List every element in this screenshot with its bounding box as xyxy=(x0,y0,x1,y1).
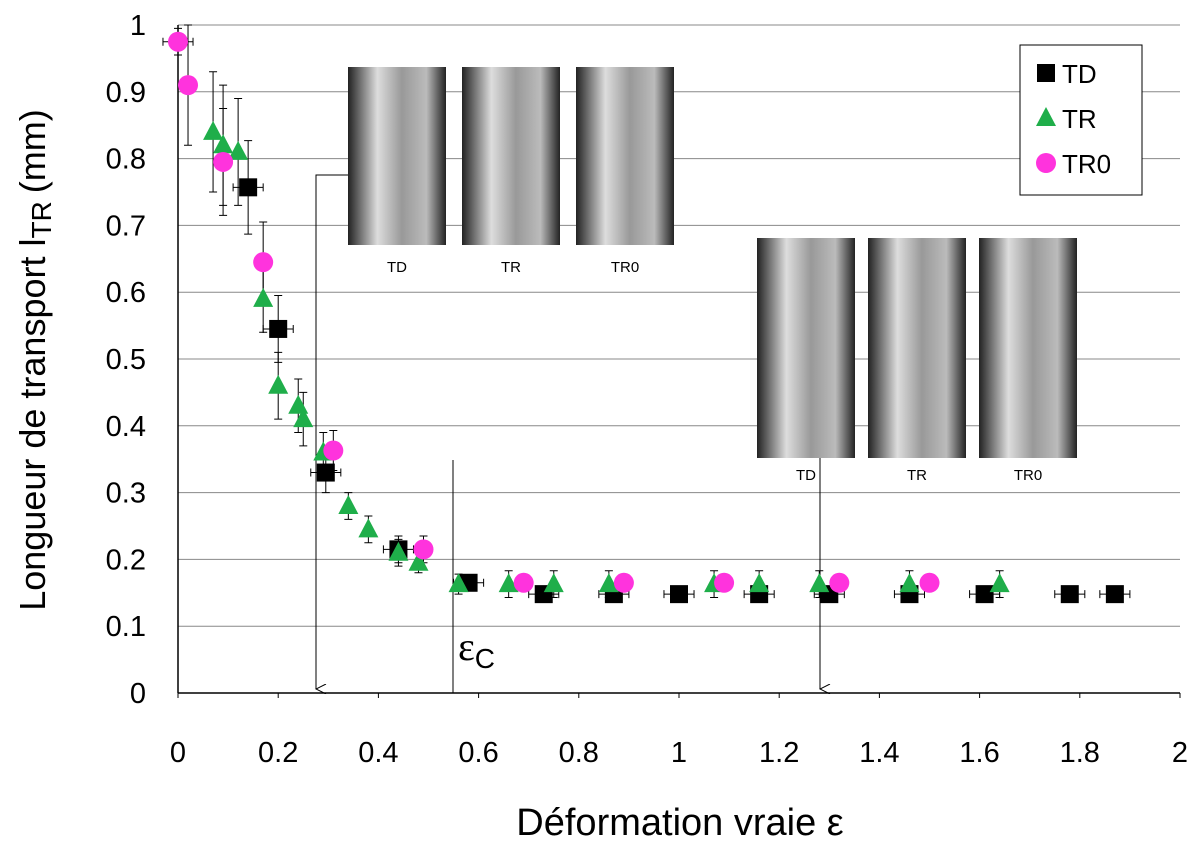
point xyxy=(598,573,619,593)
marks xyxy=(162,24,1131,604)
x-tick-label: 1.8 xyxy=(1060,737,1100,769)
point xyxy=(899,573,920,593)
y-tick-label: 0 xyxy=(130,678,146,710)
point xyxy=(268,374,289,394)
photo-label: TR xyxy=(907,467,927,484)
x-tick-label: 0.8 xyxy=(559,737,599,769)
point xyxy=(448,573,469,593)
x-tick-label: 0.6 xyxy=(458,737,498,769)
y-tick-label: 0.5 xyxy=(106,344,146,376)
grid: 0 0.1 0.2 0.3 0.4 0.5 0.6 0.7 0.8 0.9 1 0 0.2 0.4 0.6 0… xyxy=(12,10,1188,844)
point xyxy=(498,573,519,593)
annotation: εC xyxy=(458,624,495,674)
y-tick-label: 0.9 xyxy=(106,77,146,109)
legend-marker xyxy=(1037,64,1055,82)
point xyxy=(809,573,830,593)
point xyxy=(213,151,234,172)
x-axis-label: Déformation vraie ε xyxy=(516,802,843,843)
point xyxy=(239,178,258,197)
point xyxy=(714,572,735,593)
point xyxy=(293,408,314,428)
point xyxy=(358,518,379,538)
point xyxy=(613,572,634,593)
legend-label: TR xyxy=(1062,104,1097,134)
photo-label: TR xyxy=(501,259,521,276)
photo xyxy=(576,67,674,245)
x-tick-label: 2 xyxy=(1172,737,1188,769)
point xyxy=(178,75,199,96)
point xyxy=(670,585,688,604)
point xyxy=(323,440,344,461)
point xyxy=(919,572,940,593)
x-tick-label: 1.4 xyxy=(859,737,899,769)
point xyxy=(989,573,1010,593)
point xyxy=(1060,585,1079,604)
point xyxy=(203,120,224,140)
y-tick-label: 1 xyxy=(130,10,146,42)
point xyxy=(975,585,994,604)
photo xyxy=(757,238,855,458)
point xyxy=(213,134,234,154)
y-axis-label-main: Longueur de transport l xyxy=(12,239,53,611)
point xyxy=(168,31,188,52)
y-tick-label: 0.3 xyxy=(106,478,146,510)
legend-marker xyxy=(1036,153,1056,173)
photo xyxy=(348,67,446,245)
y-tick-label: 0.8 xyxy=(106,144,146,176)
y-tick-label: 0.2 xyxy=(106,544,146,576)
point xyxy=(228,140,249,160)
point xyxy=(408,551,429,571)
legend-label: TR0 xyxy=(1062,149,1111,179)
legend: TD TR TR0 xyxy=(1019,44,1143,196)
point xyxy=(749,573,770,593)
photo-label: TR0 xyxy=(611,259,639,276)
annotation-main: ε xyxy=(458,624,475,669)
point xyxy=(1105,585,1124,604)
x-tick-label: 1 xyxy=(671,737,687,769)
annotation-sub: C xyxy=(475,643,495,674)
y-axis-label-sub: TR xyxy=(26,201,57,238)
legend-marker xyxy=(1036,107,1056,126)
point xyxy=(253,252,274,273)
point xyxy=(413,539,434,560)
y-tick-label: 0.7 xyxy=(106,210,146,242)
point xyxy=(253,287,274,307)
x-tick-label: 1.2 xyxy=(759,737,799,769)
photo xyxy=(868,238,966,458)
point xyxy=(269,319,288,338)
point xyxy=(513,572,534,593)
y-axis-label: Longueur de transport lTR (mm) xyxy=(12,109,57,611)
insets: TD TR TR0 TD TR TR0 xyxy=(348,67,1077,484)
x-tick-label: 1.6 xyxy=(959,737,999,769)
legend-label: TD xyxy=(1062,59,1097,89)
point xyxy=(388,541,409,561)
point xyxy=(338,494,359,514)
photo-label: TD xyxy=(387,259,407,276)
y-tick-label: 0.1 xyxy=(106,611,146,643)
arrow xyxy=(316,174,348,689)
x-tick-label: 0.4 xyxy=(358,737,398,769)
photo-label: TR0 xyxy=(1014,467,1042,484)
x-tick-label: 0.2 xyxy=(258,737,298,769)
x-tick-label: 0 xyxy=(170,737,186,769)
point xyxy=(829,572,850,593)
y-tick-label: 0.4 xyxy=(106,411,146,443)
point xyxy=(543,573,564,593)
photo-label: TD xyxy=(796,467,816,484)
photo xyxy=(462,67,560,245)
point xyxy=(316,463,335,482)
photo xyxy=(979,238,1077,458)
y-tick-label: 0.6 xyxy=(106,277,146,309)
y-axis-label-unit: (mm) xyxy=(12,109,53,193)
point xyxy=(288,394,309,414)
